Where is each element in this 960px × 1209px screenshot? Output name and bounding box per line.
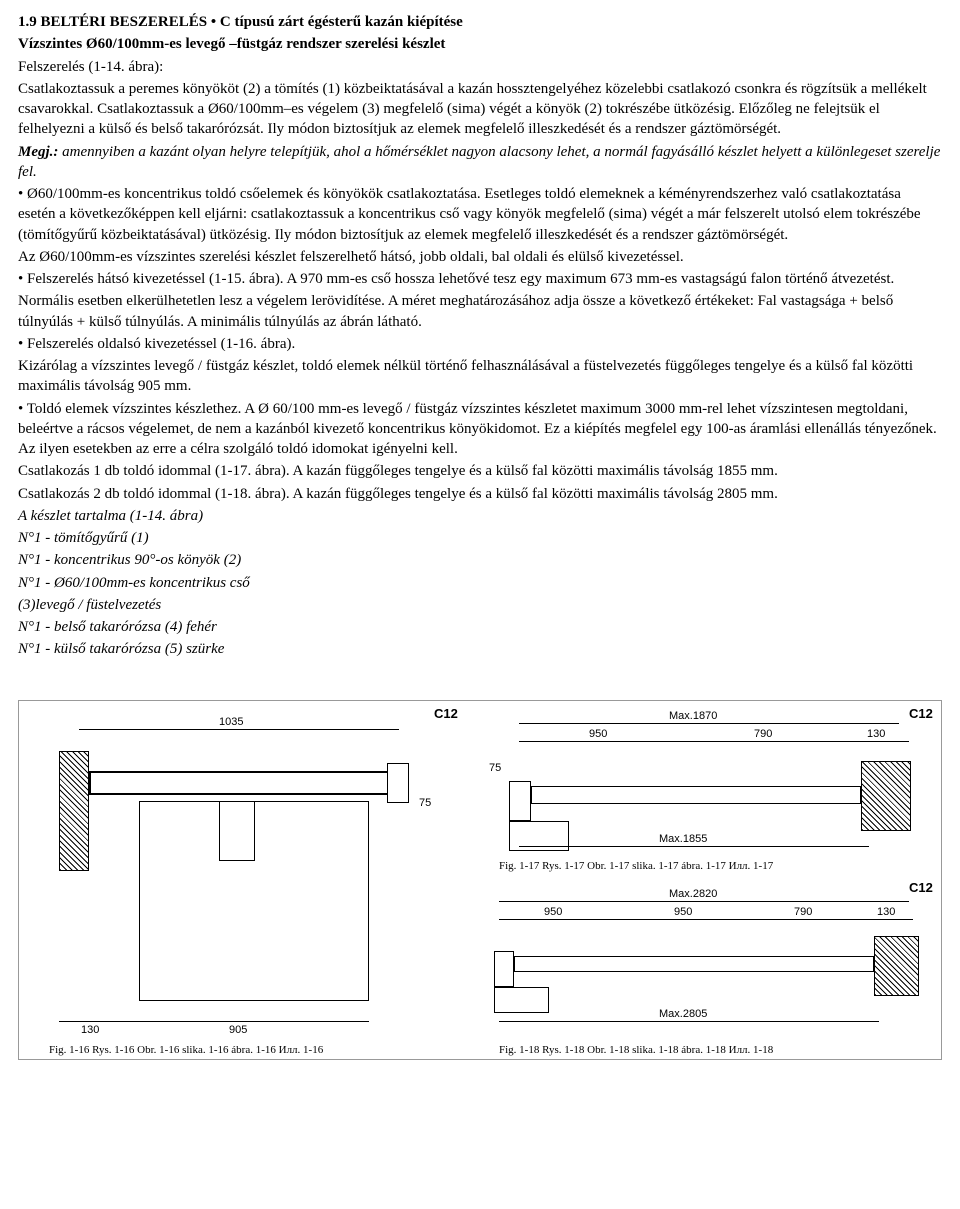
paragraph-1: Csatlakoztassuk a peremes könyököt (2) a… [18,79,942,140]
wall-hatch-left [59,751,89,871]
label-c12-right-2: C12 [909,879,933,897]
dim-max1855: Max.1855 [659,832,707,847]
dimline-790b [759,919,869,920]
caption-1-16: Fig. 1-16 Rys. 1-16 Obr. 1-16 slika. 1-1… [49,1043,323,1058]
dimline-950c [629,919,759,920]
paragraph-7: Kizárólag a vízszintes levegő / füstgáz … [18,356,942,397]
kit-item-3: N°1 - Ø60/100mm-es koncentrikus cső [18,573,942,593]
paragraph-megj: Megj.: amennyiben a kazánt olyan helyre … [18,142,942,183]
dim-950a: 950 [589,727,607,742]
dim-130a: 130 [81,1023,99,1038]
dimline-790a [699,741,849,742]
dim-130c: 130 [877,905,895,920]
paragraph-felszereles: Felszerelés (1-14. ábra): [18,57,942,77]
caption-1-17: Fig. 1-17 Rys. 1-17 Obr. 1-17 slika. 1-1… [499,859,773,874]
label-c12-right: C12 [909,705,933,723]
paragraph-2: • Ø60/100mm-es koncentrikus toldó csőele… [18,184,942,245]
caption-1-18: Fig. 1-18 Rys. 1-18 Obr. 1-18 slika. 1-1… [499,1043,773,1058]
dim-790b: 790 [794,905,812,920]
paragraph-6: • Felszerelés oldalsó kivezetéssel (1-16… [18,334,942,354]
dim-max2805: Max.2805 [659,1007,707,1022]
elbow-17 [509,781,531,821]
dim-max1870: Max.1870 [669,709,717,724]
dimline-130a [59,1021,139,1022]
dim-75: 75 [419,796,431,811]
boiler-top-connector-16 [219,801,255,861]
paragraph-9: Csatlakozás 1 db toldó idommal (1-17. áb… [18,461,942,481]
dim-130b: 130 [867,727,885,742]
dimline-950b [499,919,629,920]
paragraph-4: • Felszerelés hátsó kivezetéssel (1-15. … [18,269,942,289]
kit-item-6: N°1 - külső takarórózsa (5) szürke [18,639,942,659]
dimline-905 [139,1021,369,1022]
kit-item-4: (3)levegő / füstelvezetés [18,595,942,615]
wall-hatch-17 [861,761,911,831]
title-line-2: Vízszintes Ø60/100mm-es levegő –füstgáz … [18,34,942,54]
wall-end-16 [387,763,409,803]
dim-1035: 1035 [219,715,243,730]
pipe-18 [514,956,874,972]
wall-hatch-18 [874,936,919,996]
title-line-1: 1.9 BELTÉRI BESZERELÉS • C típusú zárt é… [18,12,942,32]
figures-panel: C12 1035 75 130 905 Fig. 1-16 Rys. 1-16 … [18,700,942,1060]
paragraph-5: Normális esetben elkerülhetetlen lesz a … [18,291,942,332]
kit-item-2: N°1 - koncentrikus 90°-os könyök (2) [18,550,942,570]
label-c12-left: C12 [434,705,458,723]
dim-950b: 950 [544,905,562,920]
megj-label: Megj.: [18,144,58,160]
pipe-17 [531,786,861,804]
dim-950c: 950 [674,905,692,920]
paragraph-3: Az Ø60/100mm-es vízszintes szerelési kés… [18,247,942,267]
elbow-18 [494,951,514,987]
dim-75b: 75 [489,761,501,776]
kit-title: A készlet tartalma (1-14. ábra) [18,506,942,526]
dim-790a: 790 [754,727,772,742]
kit-item-5: N°1 - belső takarórózsa (4) fehér [18,617,942,637]
paragraph-10: Csatlakozás 2 db toldó idommal (1-18. áb… [18,484,942,504]
dimline-950a [519,741,699,742]
boiler-top-18 [494,987,549,1013]
pipe-main-16 [89,771,389,795]
dim-max2820: Max.2820 [669,887,717,902]
megj-text: amennyiben a kazánt olyan helyre telepít… [18,144,940,180]
kit-item-1: N°1 - tömítőgyűrű (1) [18,528,942,548]
paragraph-8: • Toldó elemek vízszintes készlethez. A … [18,399,942,460]
dim-905: 905 [229,1023,247,1038]
